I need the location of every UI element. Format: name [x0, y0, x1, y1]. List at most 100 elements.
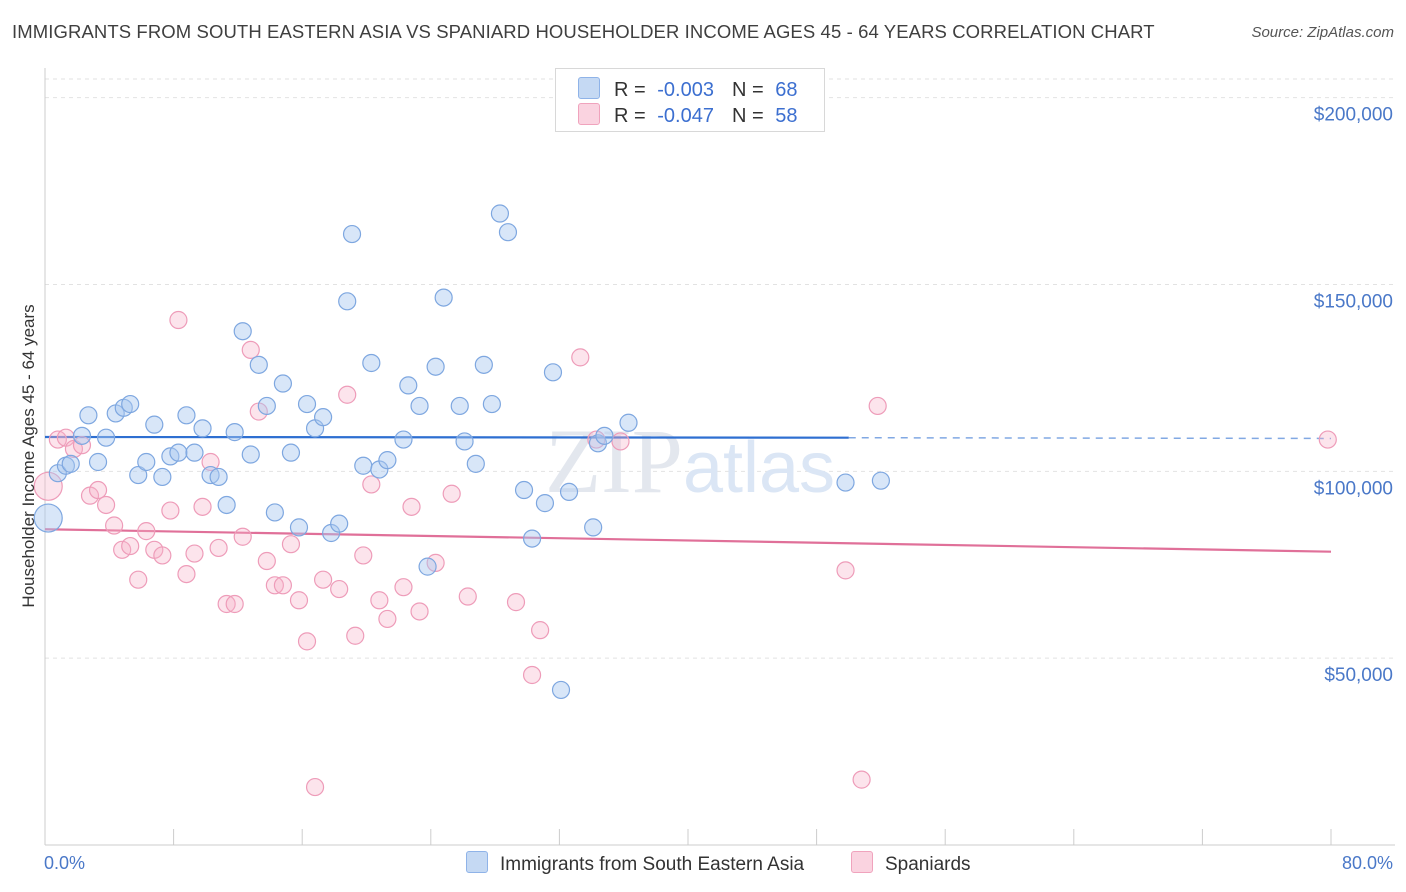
legend-r-value-blue: -0.003: [657, 79, 714, 101]
pink-point: [852, 770, 871, 789]
pink-point: [330, 579, 349, 599]
pink-point: [297, 632, 317, 651]
blue-point: [217, 495, 236, 515]
blue-point: [79, 406, 98, 425]
blue-point: [559, 482, 579, 501]
blue-trend-line: [44, 435, 849, 439]
pink-point: [273, 576, 293, 595]
blue-point: [72, 426, 92, 445]
blue-point: [96, 428, 116, 447]
legend-r-value-pink: -0.047: [657, 105, 714, 127]
blue-point: [297, 394, 317, 414]
series-label-blue: Immigrants from South Eastern Asia: [500, 854, 805, 875]
pink-point: [522, 665, 542, 685]
blue-point: [378, 451, 397, 470]
spaniards-points: [33, 310, 1337, 797]
series-swatch-pink: [851, 851, 873, 873]
grid-lines: [45, 78, 1395, 659]
x-tick-labels: 0.0% 80.0%: [44, 853, 1393, 873]
pink-point: [531, 621, 550, 640]
legend-r-label: R =: [614, 105, 646, 127]
pink-point: [338, 385, 357, 404]
blue-point: [193, 419, 212, 438]
pink-point: [354, 546, 373, 565]
pink-point: [177, 564, 196, 584]
sea-immigrants-points: [33, 204, 891, 700]
pink-trend-line: [44, 528, 1332, 553]
blue-point: [338, 292, 357, 311]
pink-point: [458, 587, 477, 606]
pink-point: [410, 602, 429, 621]
blue-point: [313, 408, 333, 427]
pink-point: [305, 777, 325, 797]
pink-point: [346, 626, 365, 645]
blue-point: [394, 430, 413, 449]
blue-trend-extension: [848, 436, 1332, 440]
blue-point: [588, 434, 608, 453]
blue-point: [225, 423, 244, 442]
blue-point: [535, 494, 555, 513]
pink-point: [105, 516, 124, 535]
blue-point: [399, 376, 418, 395]
blue-point: [466, 454, 485, 473]
blue-point: [410, 396, 429, 416]
pink-point: [370, 591, 389, 610]
blue-point: [281, 443, 301, 462]
pink-point: [137, 522, 156, 541]
legend-n-label: N =: [731, 105, 764, 127]
pink-point: [289, 591, 309, 610]
blue-point: [153, 467, 172, 487]
series-legend: Immigrants from South Eastern Asia Spani…: [0, 851, 1406, 879]
blue-point: [418, 557, 437, 576]
pink-point: [241, 340, 260, 360]
y-axis-label: Householder Income Ages 45 - 64 years: [19, 304, 38, 607]
pink-point: [88, 480, 108, 500]
blue-point: [88, 452, 108, 472]
blue-point: [522, 529, 542, 548]
pink-point: [185, 544, 204, 563]
pink-point: [611, 432, 630, 451]
blue-point: [342, 224, 362, 244]
blue-point: [289, 518, 309, 537]
blue-point: [330, 514, 349, 533]
blue-point: [871, 471, 891, 490]
pink-point: [169, 310, 188, 330]
blue-point: [426, 357, 445, 376]
pink-point: [394, 578, 413, 597]
pink-point: [402, 497, 421, 516]
pink-point: [201, 452, 220, 472]
chart-title: IMMIGRANTS FROM SOUTH EASTERN ASIA VS SP…: [12, 21, 1155, 42]
x-tick-label: 0.0%: [44, 853, 85, 873]
watermark: ZIPatlas: [545, 410, 835, 512]
legend-r-label: R =: [614, 79, 646, 101]
pink-point: [96, 495, 116, 515]
pink-point: [571, 348, 590, 367]
legend-swatch-blue: [578, 77, 600, 99]
blue-point: [836, 473, 855, 492]
series-label-pink: Spaniards: [885, 854, 971, 875]
blue-point: [137, 452, 156, 472]
blue-point: [543, 363, 563, 382]
y-tick-label: $100,000: [1314, 478, 1393, 499]
blue-point: [33, 503, 63, 533]
legend-n-label: N =: [731, 79, 764, 101]
pink-point: [257, 551, 276, 571]
pink-point: [209, 538, 228, 558]
blue-point: [482, 394, 501, 414]
legend-row-pink: R = -0.047 N = 58: [578, 103, 797, 127]
blue-point: [129, 465, 148, 485]
y-tick-label: $150,000: [1314, 292, 1393, 313]
pink-point: [225, 594, 244, 614]
pink-point: [153, 546, 172, 565]
blue-point: [265, 503, 284, 522]
pink-point: [33, 471, 63, 501]
blue-point: [450, 396, 469, 416]
pink-point: [161, 501, 180, 520]
blue-point: [233, 322, 252, 341]
correlation-legend: R = -0.003 N = 68 R = -0.047 N = 58: [555, 68, 825, 132]
blue-point: [185, 443, 204, 462]
series-legend-blue: Immigrants from South Eastern Asia: [466, 851, 804, 876]
pink-point: [868, 396, 887, 416]
y-tick-label: $200,000: [1314, 105, 1393, 126]
blue-point: [209, 467, 228, 487]
